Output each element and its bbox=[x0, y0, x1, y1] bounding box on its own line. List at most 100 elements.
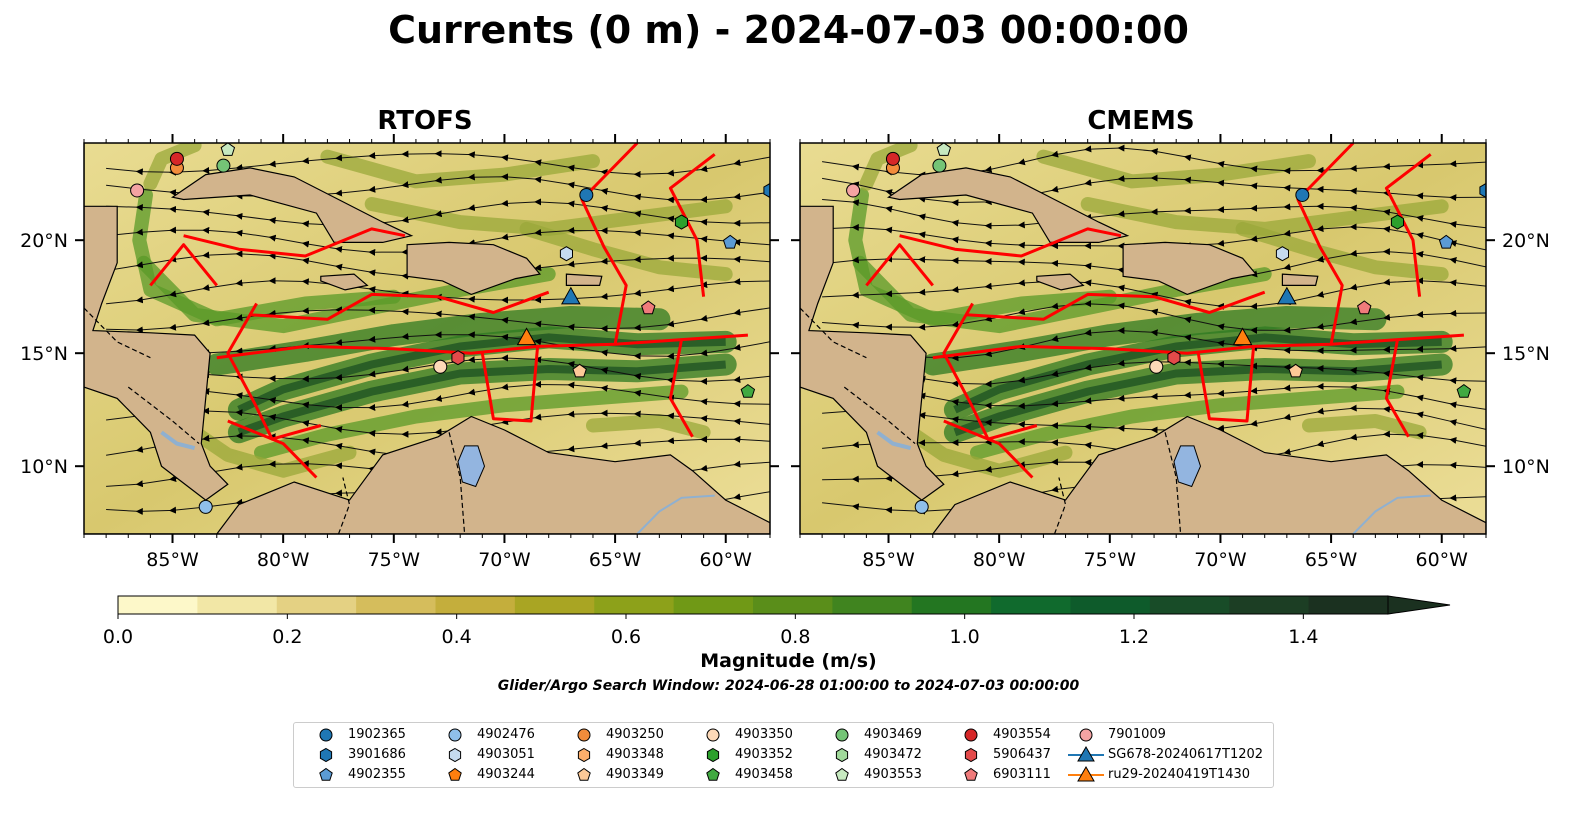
circle-marker-icon bbox=[706, 728, 720, 742]
legend-label: 4903469 bbox=[864, 727, 922, 742]
legend: 1902365 3901686 4902355 4902476 4903051 49032… bbox=[293, 722, 1274, 788]
circle-marker-icon bbox=[1079, 728, 1093, 742]
lon-tick-label: 85°W bbox=[146, 549, 199, 571]
colorbar-segment bbox=[1149, 596, 1230, 614]
hexagon-marker-icon bbox=[577, 747, 591, 763]
figure-title: Currents (0 m) - 2024-07-03 00:00:00 bbox=[388, 8, 1189, 52]
colorbar-segment bbox=[594, 596, 675, 614]
lat-tick-label: 20°N bbox=[20, 230, 68, 252]
colorbar-segment bbox=[118, 596, 198, 614]
colorbar-segment bbox=[1308, 596, 1389, 614]
colorbar-segment bbox=[514, 596, 595, 614]
float-marker-4903553 bbox=[220, 143, 236, 156]
float-marker-6903111 bbox=[641, 300, 656, 315]
float-marker-3901686 bbox=[1479, 182, 1486, 199]
circle-marker-icon bbox=[835, 728, 849, 742]
float-marker-7901009 bbox=[130, 183, 145, 198]
lon-tick-label: 65°W bbox=[589, 549, 642, 571]
colorbar-tick-label: 0.0 bbox=[103, 626, 133, 648]
lat-tick-label: 10°N bbox=[1502, 456, 1550, 478]
float-marker-5906437 bbox=[1167, 350, 1181, 366]
lat-tick-label: 15°N bbox=[20, 343, 68, 365]
float-marker-6903111 bbox=[1357, 300, 1372, 315]
pentagon-marker-icon bbox=[319, 767, 333, 781]
float-marker-1902365 bbox=[579, 187, 594, 202]
legend-label: 4903352 bbox=[735, 747, 793, 762]
float-marker-SG678-20240617T1202 bbox=[1276, 286, 1297, 305]
legend-label: 6903111 bbox=[993, 767, 1051, 782]
float-marker-4903349 bbox=[572, 363, 587, 378]
float-marker-ru29-20240419T1430 bbox=[516, 327, 537, 346]
map-panel-rtofs: 85°W 80°W 75°W 70°W 65°W 60°W 10°N 15°N 20°N bbox=[20, 134, 779, 571]
legend-label: 4903553 bbox=[864, 767, 922, 782]
float-marker-4903458 bbox=[1456, 383, 1472, 398]
pentagon-marker-icon bbox=[448, 767, 462, 781]
lon-tick-label: 75°W bbox=[1084, 549, 1137, 571]
legend-label: 3901686 bbox=[348, 747, 406, 762]
search-window-text: Glider/Argo Search Window: 2024-06-28 01… bbox=[497, 678, 1080, 694]
legend-label: 4903244 bbox=[477, 767, 535, 782]
legend-label: 4902355 bbox=[348, 767, 406, 782]
legend-label: 1902365 bbox=[348, 727, 406, 742]
legend-label: 4903350 bbox=[735, 727, 793, 742]
float-marker-4903350 bbox=[433, 359, 448, 374]
colorbar-tick-label: 0.4 bbox=[442, 626, 472, 648]
triangle-marker-icon bbox=[1068, 766, 1104, 782]
float-marker-4903553 bbox=[936, 143, 952, 156]
colorbar-label: Magnitude (m/s) bbox=[700, 650, 877, 672]
colorbar-segment bbox=[197, 596, 278, 614]
lon-tick-label: 65°W bbox=[1305, 549, 1358, 571]
colorbar-segment bbox=[753, 596, 833, 614]
legend-label: 5906437 bbox=[993, 747, 1051, 762]
colorbar-segment bbox=[673, 596, 754, 614]
colorbar-tick-label: 1.4 bbox=[1288, 626, 1318, 648]
colorbar-segment bbox=[435, 596, 516, 614]
pentagon-marker-icon bbox=[706, 767, 720, 781]
circle-marker-icon bbox=[448, 728, 462, 742]
legend-label: 4903349 bbox=[606, 767, 664, 782]
hexagon-marker-icon bbox=[319, 747, 333, 763]
legend-label: 4902476 bbox=[477, 727, 535, 742]
hexagon-marker-icon bbox=[706, 747, 720, 763]
float-marker-7901009 bbox=[846, 183, 861, 198]
float-marker-4903469 bbox=[932, 158, 947, 173]
colorbar-tick-label: 0.2 bbox=[272, 626, 302, 648]
float-marker-ru29-20240419T1430 bbox=[1232, 327, 1253, 346]
colorbar-tick-label: 0.6 bbox=[611, 626, 641, 648]
lon-tick-label: 60°W bbox=[700, 549, 753, 571]
float-marker-SG678-20240617T1202 bbox=[560, 286, 581, 305]
float-marker-4903350 bbox=[1149, 359, 1164, 374]
colorbar-segment bbox=[276, 596, 357, 614]
pentagon-marker-icon bbox=[964, 767, 978, 781]
pentagon-marker-icon bbox=[577, 767, 591, 781]
float-marker-4903352 bbox=[674, 214, 688, 230]
legend-label: SG678-20240617T1202 bbox=[1108, 747, 1264, 762]
float-marker-4902355 bbox=[722, 234, 738, 249]
legend-label: 4903051 bbox=[477, 747, 535, 762]
lon-tick-label: 85°W bbox=[862, 549, 915, 571]
lon-tick-label: 80°W bbox=[257, 549, 310, 571]
float-marker-4903554 bbox=[169, 151, 184, 166]
colorbar-tick-label: 1.0 bbox=[950, 626, 980, 648]
float-marker-1902365 bbox=[1295, 187, 1310, 202]
hexagon-marker-icon bbox=[448, 747, 462, 763]
legend-label: 4903458 bbox=[735, 767, 793, 782]
colorbar-segment bbox=[1070, 596, 1151, 614]
figure-canvas: 85°W 80°W 75°W 70°W 65°W 60°W 10°N 15°N 20°N 85°… bbox=[20, 134, 1550, 648]
float-marker-4903349 bbox=[1288, 363, 1303, 378]
circle-marker-icon bbox=[964, 728, 978, 742]
colorbar-segment bbox=[911, 596, 992, 614]
colorbar-segment bbox=[991, 596, 1071, 614]
colorbar-segment bbox=[832, 596, 913, 614]
legend-label: 4903348 bbox=[606, 747, 664, 762]
float-marker-4903458 bbox=[740, 383, 756, 398]
float-marker-3901686 bbox=[763, 182, 770, 199]
float-marker-4903352 bbox=[1390, 214, 1404, 230]
lat-tick-label: 15°N bbox=[1502, 343, 1550, 365]
panel-title-rtofs: RTOFS bbox=[377, 106, 473, 136]
panel-title-cmems: CMEMS bbox=[1087, 106, 1195, 136]
float-marker-4903051 bbox=[1275, 246, 1289, 262]
legend-label: 4903250 bbox=[606, 727, 664, 742]
colorbar-segment bbox=[1229, 596, 1310, 614]
lon-tick-label: 60°W bbox=[1416, 549, 1469, 571]
